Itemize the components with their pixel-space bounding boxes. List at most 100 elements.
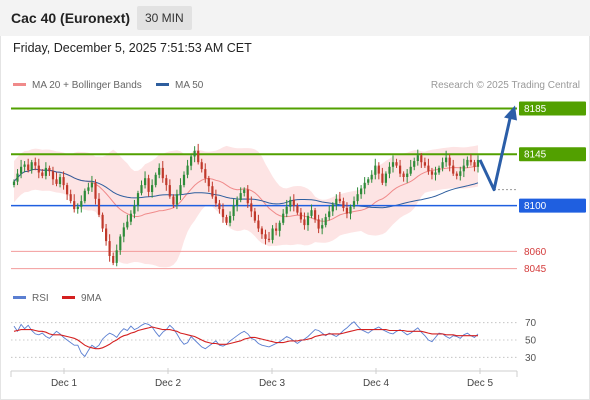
candle-body[interactable]	[73, 201, 76, 210]
candle-body[interactable]	[112, 256, 115, 263]
candle-body[interactable]	[175, 194, 178, 205]
candle-body[interactable]	[299, 212, 302, 220]
candle-body[interactable]	[23, 164, 26, 167]
candle-body[interactable]	[317, 219, 320, 229]
candle-body[interactable]	[190, 156, 193, 166]
candle-body[interactable]	[476, 159, 480, 167]
candle-body[interactable]	[271, 228, 274, 240]
candle-body[interactable]	[377, 165, 380, 174]
candle-body[interactable]	[34, 162, 37, 166]
candle-body[interactable]	[243, 189, 246, 193]
candle-body[interactable]	[55, 179, 58, 184]
timeframe-badge[interactable]: 30 MIN	[137, 6, 192, 30]
candle-body[interactable]	[239, 193, 242, 200]
candle-body[interactable]	[197, 150, 200, 163]
candle-body[interactable]	[278, 222, 281, 231]
candle-body[interactable]	[179, 185, 182, 195]
candle-body[interactable]	[345, 207, 348, 214]
candle-body[interactable]	[246, 189, 249, 204]
candle-body[interactable]	[303, 219, 306, 226]
candle-body[interactable]	[260, 228, 263, 235]
candle-body[interactable]	[423, 162, 426, 166]
candle-body[interactable]	[395, 162, 398, 166]
candle-body[interactable]	[363, 182, 366, 189]
candle-body[interactable]	[101, 214, 104, 229]
candle-body[interactable]	[90, 182, 93, 188]
candle-body[interactable]	[264, 234, 267, 239]
candle-body[interactable]	[214, 196, 217, 204]
candle-body[interactable]	[459, 171, 462, 176]
candle-body[interactable]	[37, 165, 40, 173]
candle-body[interactable]	[27, 164, 30, 171]
candle-body[interactable]	[296, 205, 299, 213]
candle-body[interactable]	[250, 203, 253, 212]
candle-body[interactable]	[391, 162, 395, 167]
candle-body[interactable]	[352, 201, 356, 207]
candle-body[interactable]	[236, 199, 239, 206]
candle-body[interactable]	[218, 203, 221, 210]
candle-body[interactable]	[48, 167, 51, 172]
candle-body[interactable]	[41, 172, 44, 176]
candle-body[interactable]	[360, 188, 363, 195]
candle-body[interactable]	[66, 185, 69, 195]
candle-body[interactable]	[83, 190, 86, 202]
candle-body[interactable]	[30, 162, 33, 171]
candle-body[interactable]	[182, 174, 186, 186]
candle-body[interactable]	[122, 227, 125, 237]
candle-body[interactable]	[441, 162, 444, 168]
candle-body[interactable]	[119, 236, 122, 251]
candle-body[interactable]	[402, 173, 405, 177]
candle-body[interactable]	[292, 199, 295, 206]
candle-body[interactable]	[321, 225, 324, 229]
candle-body[interactable]	[267, 238, 271, 240]
candle-body[interactable]	[204, 169, 207, 179]
candle-body[interactable]	[430, 171, 434, 175]
candle-body[interactable]	[384, 173, 387, 183]
candle-body[interactable]	[473, 162, 476, 167]
candle-body[interactable]	[126, 221, 129, 228]
candle-body[interactable]	[94, 182, 97, 199]
candle-body[interactable]	[225, 217, 228, 223]
candle-body[interactable]	[51, 171, 55, 180]
candle-body[interactable]	[282, 213, 285, 223]
candle-body[interactable]	[289, 199, 292, 207]
candle-body[interactable]	[76, 206, 79, 210]
candle-body[interactable]	[147, 178, 150, 192]
candle-body[interactable]	[331, 204, 334, 212]
candle-body[interactable]	[306, 215, 310, 226]
candle-body[interactable]	[434, 172, 437, 175]
candle-body[interactable]	[367, 179, 370, 183]
candle-body[interactable]	[342, 201, 345, 208]
candle-body[interactable]	[335, 198, 338, 205]
candle-body[interactable]	[161, 167, 164, 179]
candle-body[interactable]	[406, 173, 409, 177]
candle-body[interactable]	[466, 159, 469, 166]
candle-body[interactable]	[229, 215, 232, 223]
candle-body[interactable]	[97, 198, 101, 215]
candle-body[interactable]	[420, 155, 423, 163]
candle-body[interactable]	[409, 166, 412, 174]
candle-body[interactable]	[136, 193, 140, 206]
candle-body[interactable]	[115, 250, 118, 263]
candle-body[interactable]	[151, 185, 154, 192]
candle-body[interactable]	[275, 228, 278, 231]
candle-body[interactable]	[154, 174, 157, 186]
candle-body[interactable]	[399, 165, 402, 174]
candle-body[interactable]	[207, 178, 210, 187]
candle-body[interactable]	[416, 155, 419, 161]
candle-body[interactable]	[388, 166, 391, 174]
candle-body[interactable]	[87, 187, 90, 191]
candle-body[interactable]	[253, 211, 256, 221]
candle-body[interactable]	[58, 177, 62, 184]
candle-body[interactable]	[232, 205, 235, 216]
candle-body[interactable]	[140, 185, 143, 194]
candle-body[interactable]	[165, 178, 168, 186]
candle-body[interactable]	[310, 210, 313, 216]
candle-body[interactable]	[374, 165, 377, 175]
candle-body[interactable]	[462, 165, 465, 172]
candle-body[interactable]	[20, 166, 23, 174]
candle-body[interactable]	[413, 161, 416, 167]
candle-body[interactable]	[455, 173, 458, 176]
candle-body[interactable]	[133, 205, 136, 214]
